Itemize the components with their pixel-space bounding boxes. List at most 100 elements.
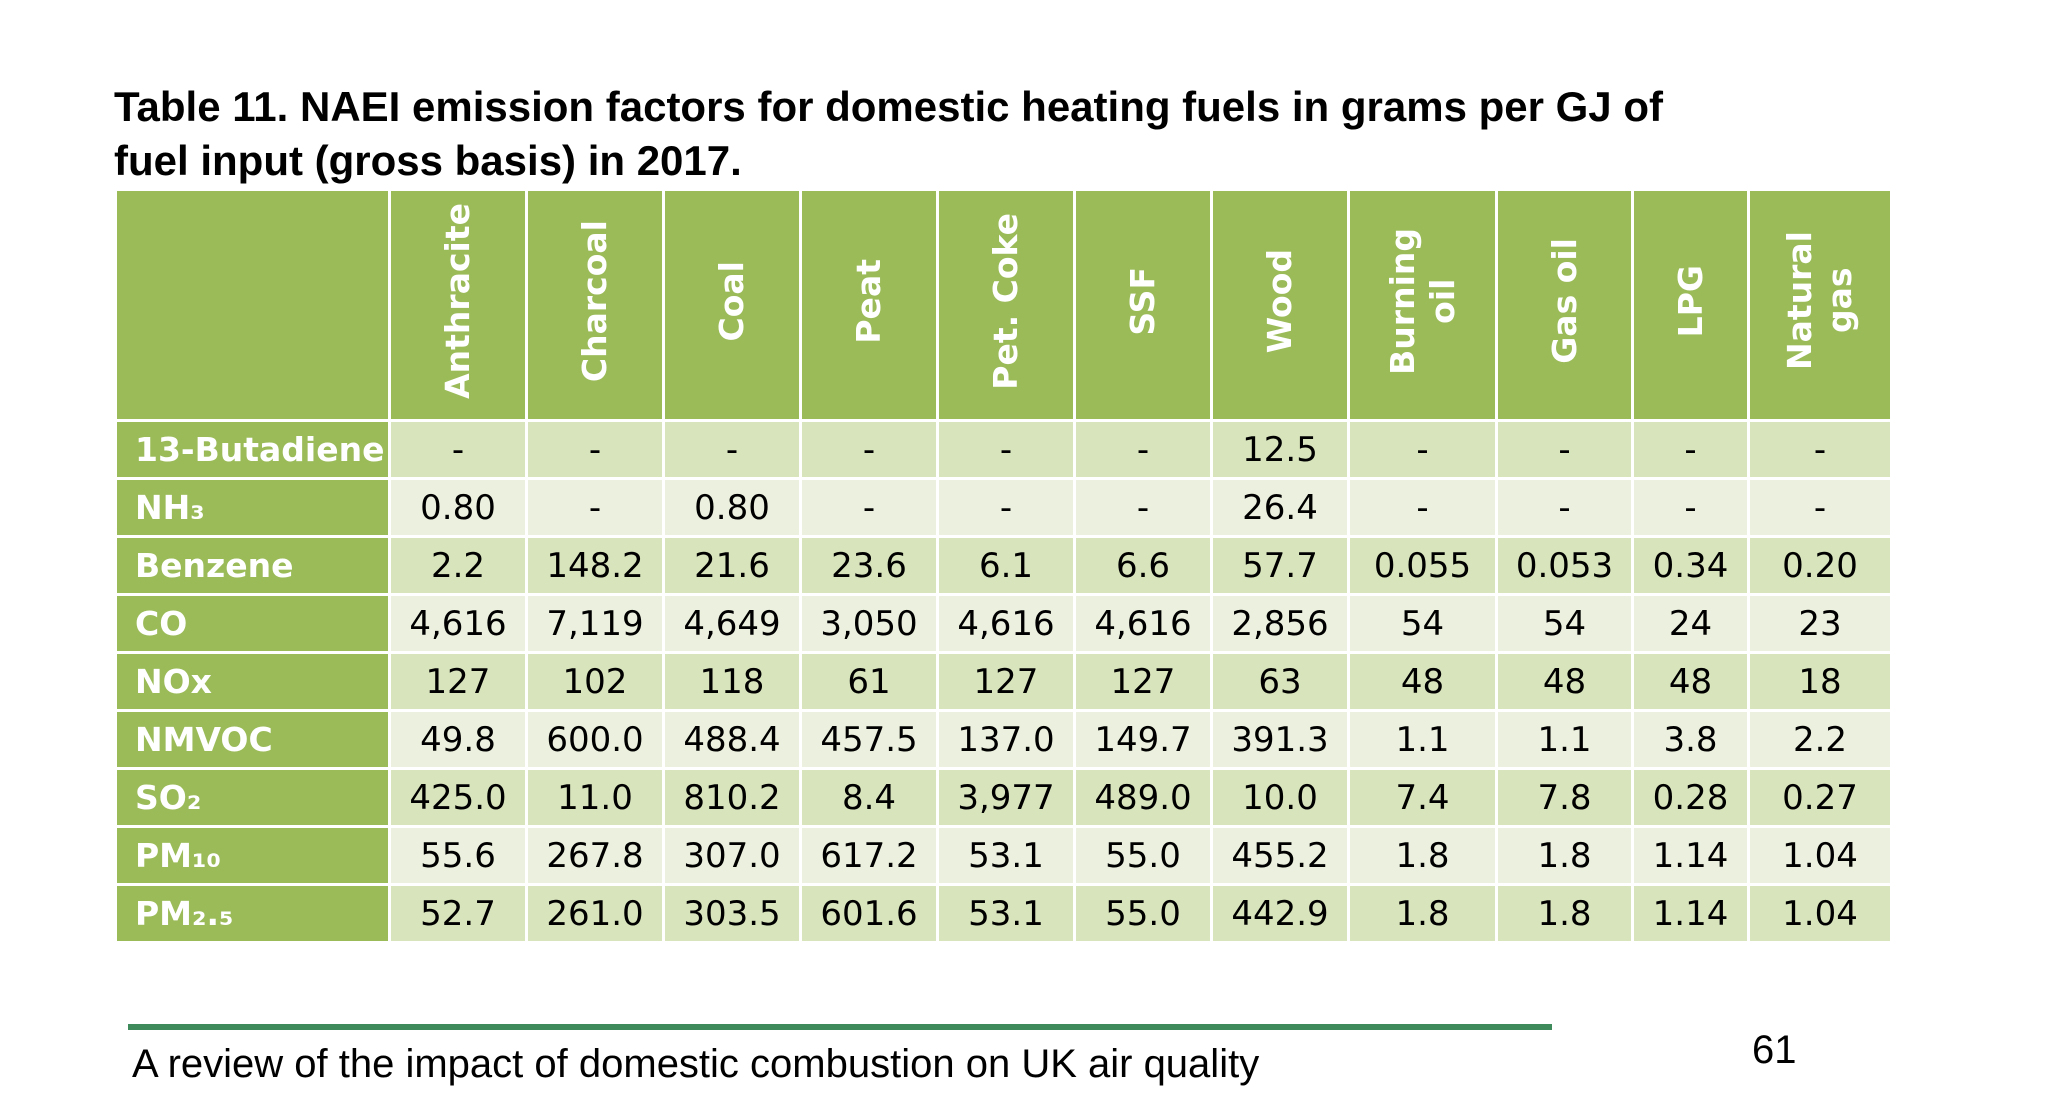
row-label: SO₂ (114, 767, 391, 828)
table-cell: 53.1 (936, 825, 1076, 886)
table-cell: 55.6 (388, 825, 528, 886)
table-cell: 4,649 (662, 593, 802, 654)
table-cell: - (388, 419, 528, 480)
table-cell: 7.8 (1495, 767, 1634, 828)
table-cell: 307.0 (662, 825, 802, 886)
table-title: Table 11. NAEI emission factors for dome… (114, 80, 1894, 188)
table-cell: 18 (1747, 651, 1893, 712)
table-cell: - (799, 419, 939, 480)
table-cell: 54 (1495, 593, 1634, 654)
table-cell: - (1747, 419, 1893, 480)
table-header-row: Anthracite Charcoal Coal Peat Pet. Coke … (114, 188, 1893, 422)
table-cell: - (1073, 477, 1213, 538)
row-label: Benzene (114, 535, 391, 596)
table-cell: 600.0 (525, 709, 665, 770)
column-header-lpg: LPG (1631, 188, 1750, 422)
table-row-nh3: NH₃ 0.80 - 0.80 - - - 26.4 - - - - (114, 477, 1893, 538)
table-cell: - (1747, 477, 1893, 538)
table-cell: 617.2 (799, 825, 939, 886)
table-cell: 810.2 (662, 767, 802, 828)
table-cell: 23.6 (799, 535, 939, 596)
table-cell: 2.2 (388, 535, 528, 596)
table-cell: 10.0 (1210, 767, 1350, 828)
table-cell: - (1495, 477, 1634, 538)
row-label: NH₃ (114, 477, 391, 538)
table-row-13-butadiene: 13-Butadiene - - - - - - 12.5 - - - - (114, 419, 1893, 480)
row-label: PM₂.₅ (114, 883, 391, 944)
table-cell: 4,616 (1073, 593, 1213, 654)
table-cell: 4,616 (936, 593, 1076, 654)
table-cell: 1.8 (1347, 883, 1498, 944)
table-cell: - (662, 419, 802, 480)
table-cell: - (1631, 419, 1750, 480)
table-cell: 0.27 (1747, 767, 1893, 828)
table-row-pm2-5: PM₂.₅ 52.7 261.0 303.5 601.6 53.1 55.0 4… (114, 883, 1893, 944)
table-cell: 455.2 (1210, 825, 1350, 886)
column-header-coal: Coal (662, 188, 802, 422)
column-header-pet-coke: Pet. Coke (936, 188, 1076, 422)
table-cell: - (799, 477, 939, 538)
table-cell: 1.8 (1347, 825, 1498, 886)
table-cell: - (525, 419, 665, 480)
table-cell: 127 (1073, 651, 1213, 712)
table-cell: 6.6 (1073, 535, 1213, 596)
table-cell: 63 (1210, 651, 1350, 712)
column-header-wood: Wood (1210, 188, 1350, 422)
table-cell: 1.1 (1347, 709, 1498, 770)
table-cell: 137.0 (936, 709, 1076, 770)
table-cell: 0.055 (1347, 535, 1498, 596)
emission-factors-table: Anthracite Charcoal Coal Peat Pet. Coke … (114, 188, 1893, 944)
table-cell: 425.0 (388, 767, 528, 828)
table-cell: 12.5 (1210, 419, 1350, 480)
table-cell: 55.0 (1073, 883, 1213, 944)
table-cell: 48 (1495, 651, 1634, 712)
footer-text: A review of the impact of domestic combu… (132, 1042, 1260, 1086)
table-cell: 149.7 (1073, 709, 1213, 770)
column-header-ssf: SSF (1073, 188, 1213, 422)
table-cell: 8.4 (799, 767, 939, 828)
table-cell: 0.34 (1631, 535, 1750, 596)
table-cell: - (1495, 419, 1634, 480)
table-cell: 0.80 (388, 477, 528, 538)
table-cell: 53.1 (936, 883, 1076, 944)
row-label: NOx (114, 651, 391, 712)
row-label: PM₁₀ (114, 825, 391, 886)
table-cell: 127 (936, 651, 1076, 712)
table-cell: 2.2 (1747, 709, 1893, 770)
table-cell: - (1347, 477, 1498, 538)
table-cell: 267.8 (525, 825, 665, 886)
table-cell: 1.14 (1631, 883, 1750, 944)
table-cell: 7.4 (1347, 767, 1498, 828)
page-number: 61 (1752, 1028, 1797, 1072)
table-cell: 261.0 (525, 883, 665, 944)
table-title-line-2: fuel input (gross basis) in 2017. (114, 137, 742, 184)
table-cell: 1.8 (1495, 883, 1634, 944)
table-cell: 488.4 (662, 709, 802, 770)
column-header-anthracite: Anthracite (388, 188, 528, 422)
table-cell: 3.8 (1631, 709, 1750, 770)
table-row-nox: NOx 127 102 118 61 127 127 63 48 48 48 1… (114, 651, 1893, 712)
table-row-so2: SO₂ 425.0 11.0 810.2 8.4 3,977 489.0 10.… (114, 767, 1893, 828)
table-cell: 48 (1631, 651, 1750, 712)
table-cell: 118 (662, 651, 802, 712)
table-cell: 11.0 (525, 767, 665, 828)
table-cell: 1.8 (1495, 825, 1634, 886)
table-cell: 601.6 (799, 883, 939, 944)
table-cell: 52.7 (388, 883, 528, 944)
row-label: 13-Butadiene (114, 419, 391, 480)
table-cell: 1.14 (1631, 825, 1750, 886)
column-header-burning-oil: Burning oil (1347, 188, 1498, 422)
table-cell: - (936, 419, 1076, 480)
table-cell: 0.20 (1747, 535, 1893, 596)
table-cell: 23 (1747, 593, 1893, 654)
table-cell: 1.04 (1747, 825, 1893, 886)
table-cell: 26.4 (1210, 477, 1350, 538)
table-cell: - (1631, 477, 1750, 538)
table-cell: 1.04 (1747, 883, 1893, 944)
table-cell: - (525, 477, 665, 538)
table-cell: 3,977 (936, 767, 1076, 828)
table-cell: - (1347, 419, 1498, 480)
table-cell: 24 (1631, 593, 1750, 654)
table-cell: 102 (525, 651, 665, 712)
table-cell: 7,119 (525, 593, 665, 654)
